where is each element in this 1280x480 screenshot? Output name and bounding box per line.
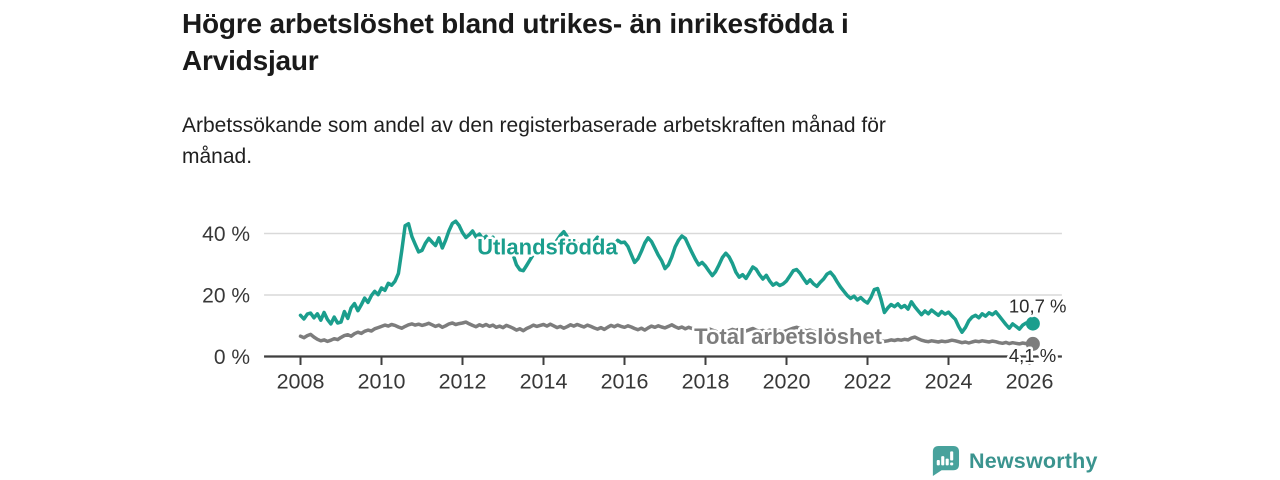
x-axis-tick-label: 2018 [682,370,730,394]
x-axis-tick-label: 2020 [763,370,811,394]
y-axis-tick-label: 40 % [202,223,250,246]
x-axis-tick-label: 2022 [844,370,892,394]
x-axis-tick-label: 2014 [520,370,568,394]
x-axis-tick-label: 2008 [277,370,325,394]
x-axis-tick-label: 2024 [925,370,973,394]
x-axis-tick-label: 2016 [601,370,649,394]
newsworthy-brand-link[interactable]: Newsworthy [929,445,1098,477]
y-axis-tick-label: 20 % [202,285,250,308]
chart-title: Högre arbetslöshet bland utrikes- än inr… [182,5,849,79]
newsworthy-brand-name: Newsworthy [969,448,1098,473]
newsworthy-logo-icon [932,445,960,477]
chart-title-line1: Högre arbetslöshet bland utrikes- än inr… [182,8,849,39]
x-axis-tick-label: 2026 [1006,370,1054,394]
chart-subtitle-line2: månad. [182,145,253,168]
series-label-utlandsfodda: Utlandsfödda [477,234,618,259]
series-label-total-arbetsloshet: Total arbetslöshet [694,324,883,349]
series-line-utlandsfodda [298,219,1035,334]
series-line-total-arbetsloshet [298,320,1035,346]
chart-subtitle: Arbetssökande som andel av den registerb… [182,110,886,172]
bar-chart-glyph [936,451,954,466]
series-end-value-utlandsfodda: 10,7 % [1009,296,1067,317]
chart-subtitle-line1: Arbetssökande som andel av den registerb… [182,114,886,137]
series-end-value-total-arbetsloshet: 4,1 % [1009,345,1056,366]
x-axis-tick-label: 2012 [439,370,487,394]
y-axis-tick-label: 0 % [214,346,250,369]
chart-title-line2: Arvidsjaur [182,45,319,76]
x-axis-tick-label: 2010 [358,370,406,394]
series-end-dot-total-arbetsloshet [1025,336,1040,351]
series-end-dot-utlandsfodda [1025,316,1040,331]
